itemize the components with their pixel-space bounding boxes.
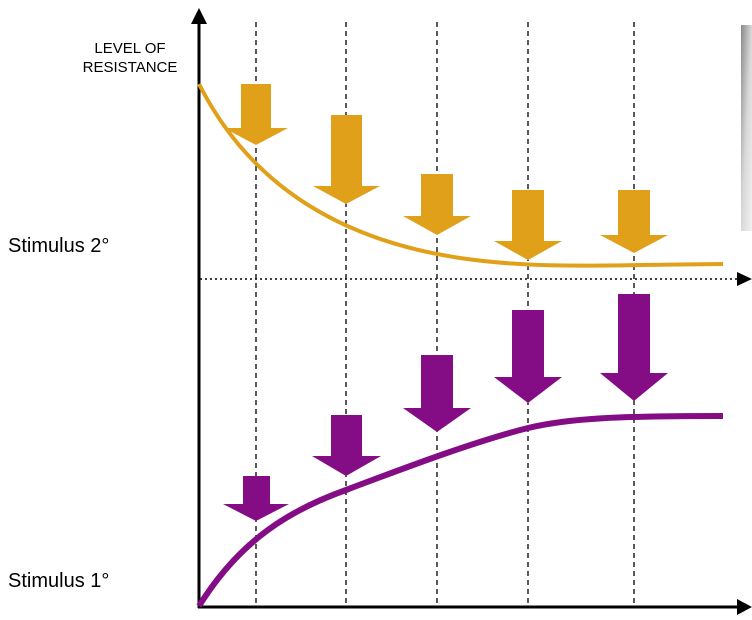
stimulus-lower-label: Stimulus 1° bbox=[8, 570, 109, 593]
cropped-thumbnail-image bbox=[741, 25, 752, 231]
lower-arrow-2 bbox=[312, 415, 381, 476]
upper-arrows bbox=[224, 84, 668, 260]
lower-arrow-1 bbox=[223, 476, 289, 521]
upper-arrow-4 bbox=[494, 190, 562, 260]
lower-arrow-3 bbox=[403, 355, 471, 432]
lower-arrow-4 bbox=[494, 310, 562, 403]
upper-arrow-2 bbox=[313, 115, 380, 204]
stimulus-upper-label: Stimulus 2° bbox=[8, 235, 109, 258]
y-axis-label-line1: LEVEL OF bbox=[60, 39, 200, 58]
y-axis-label-line2: RESISTANCE bbox=[60, 58, 200, 77]
lower-arrow-5 bbox=[600, 294, 668, 401]
vertical-guides bbox=[256, 22, 634, 606]
lower-arrows bbox=[223, 294, 668, 521]
upper-arrow-3 bbox=[403, 174, 471, 235]
middle-axis-arrowhead bbox=[737, 272, 752, 286]
y-axis-label: LEVEL OF RESISTANCE bbox=[60, 39, 200, 77]
upper-arrow-5 bbox=[600, 190, 668, 253]
y-axis-arrowhead bbox=[191, 8, 207, 24]
lower-resistance-curve bbox=[199, 416, 723, 606]
x-axis-arrowhead bbox=[737, 599, 752, 615]
